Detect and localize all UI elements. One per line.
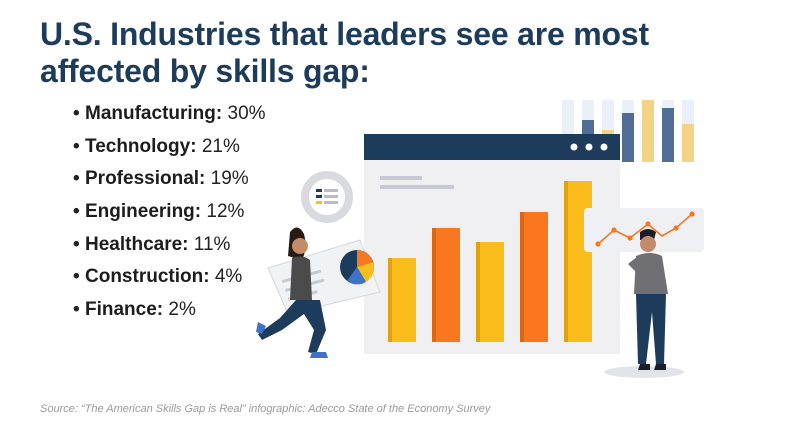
bullet: •: [73, 168, 80, 190]
industry-value: 12%: [206, 201, 245, 223]
industry-value: 11%: [193, 233, 231, 255]
illustration: [256, 100, 704, 378]
bullet: •: [73, 201, 80, 223]
industry-list: • Manufacturing: 30% • Technology: 21% • Pr…: [73, 104, 266, 333]
industry-name: Engineering:: [85, 201, 202, 223]
donut-chart-icon: [301, 171, 353, 223]
industry-name: Construction:: [85, 266, 210, 288]
window-dot-icon: [570, 143, 578, 151]
industry-name: Finance:: [85, 299, 164, 321]
background-bars: [562, 100, 694, 162]
industry-name: Technology:: [85, 135, 197, 157]
industry-value: 30%: [227, 103, 266, 124]
bullet: •: [73, 103, 80, 124]
industry-name: Healthcare:: [85, 233, 189, 255]
industry-value: 21%: [201, 135, 240, 157]
industry-value: 4%: [214, 266, 243, 288]
man-figure: [604, 229, 684, 378]
pie-card: [267, 239, 381, 315]
list-item: • Technology: 21%: [73, 135, 266, 170]
industry-value: 19%: [210, 168, 249, 190]
bullet: •: [73, 135, 80, 157]
industry-value: 2%: [168, 299, 196, 321]
woman-figure: [256, 227, 328, 358]
list-item: • Engineering: 12%: [73, 202, 266, 235]
bullet: •: [73, 233, 80, 255]
window-dot-icon: [585, 143, 593, 151]
bullet: •: [73, 299, 80, 321]
list-item: • Healthcare: 11%: [73, 233, 266, 268]
window-dot-icon: [600, 143, 608, 151]
industry-name: Professional:: [85, 168, 206, 190]
source-note: Source: “The American Skills Gap is Real…: [40, 403, 491, 415]
list-item: • Manufacturing: 30%: [73, 104, 266, 137]
industry-name: Manufacturing:: [85, 103, 223, 124]
list-item: • Professional: 19%: [73, 169, 266, 202]
list-item: • Finance: 2%: [73, 300, 266, 333]
bullet: •: [73, 266, 80, 288]
window-bars: [388, 181, 592, 342]
page-title: U.S. Industries that leaders see are mos…: [40, 16, 649, 89]
list-item: • Construction: 4%: [73, 267, 266, 300]
